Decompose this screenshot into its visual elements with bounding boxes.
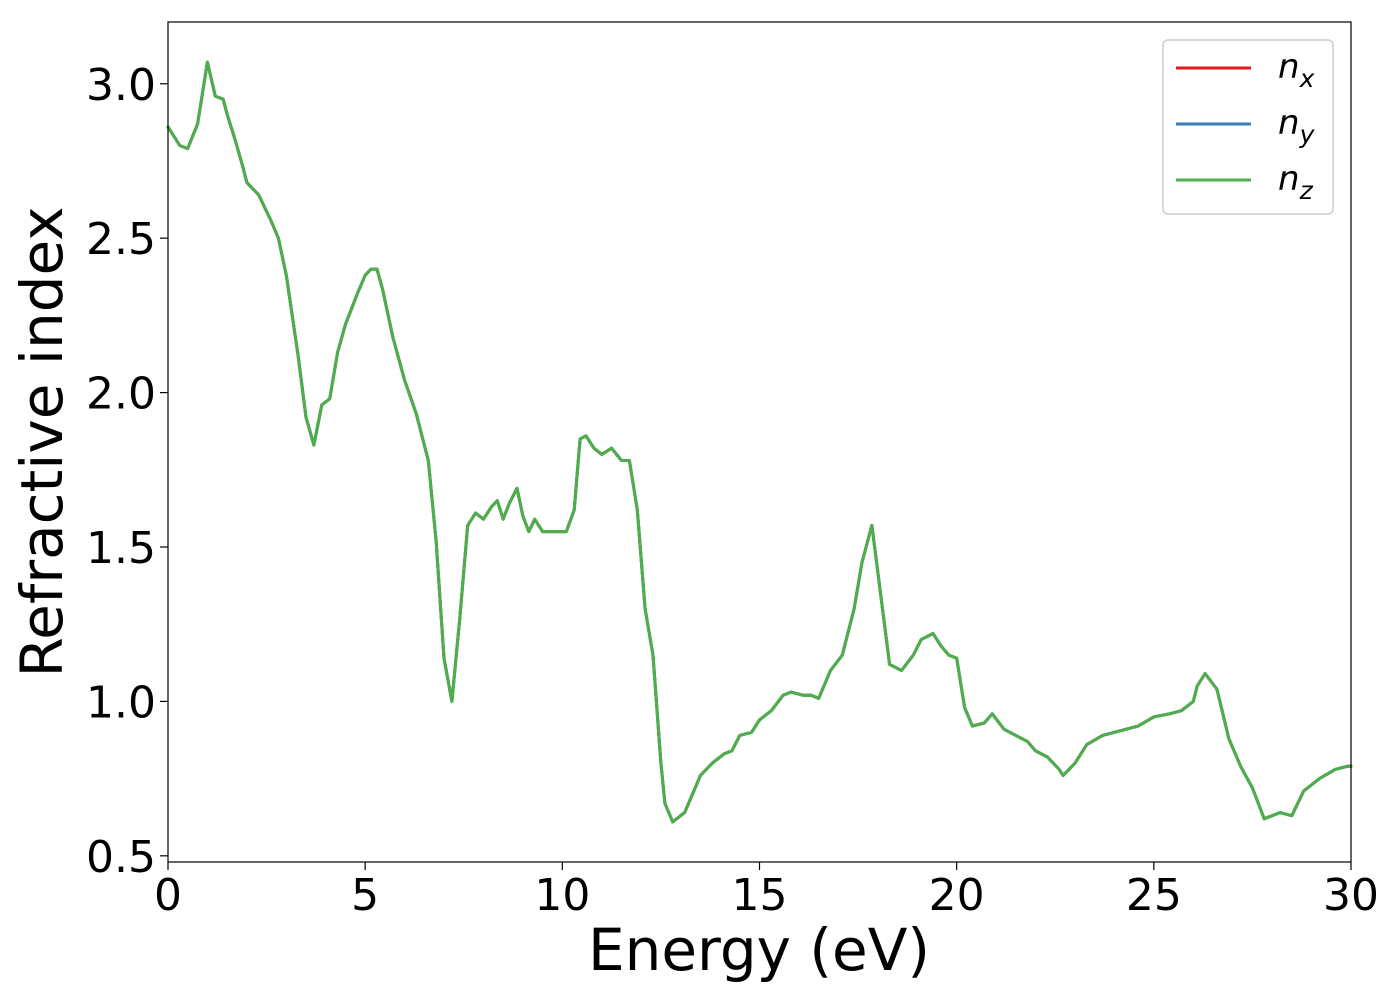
y-tick-label: 1.0	[86, 677, 156, 728]
y-axis-title: Refractive index	[8, 206, 76, 677]
x-tick-label: 10	[534, 870, 590, 921]
series-line-nz	[166, 60, 1353, 824]
x-tick-label: 20	[929, 870, 985, 921]
x-tick-label: 5	[351, 870, 379, 921]
y-tick-label: 2.5	[86, 214, 156, 265]
legend-label-ny: ny	[1278, 103, 1316, 149]
legend-label-nz: nz	[1278, 159, 1314, 205]
legend-box	[1162, 39, 1334, 215]
x-tick-label: 30	[1323, 870, 1379, 921]
y-tick-label: 3.0	[86, 60, 156, 111]
x-axis-title: Energy (eV)	[588, 916, 930, 984]
legend-label-nx: nx	[1278, 47, 1315, 93]
x-tick-label: 0	[154, 870, 182, 921]
y-tick-label: 1.5	[86, 523, 156, 574]
y-tick-label: 2.0	[86, 369, 156, 420]
x-tick-label: 15	[732, 870, 788, 921]
y-tick-label: 0.5	[86, 832, 156, 883]
y-axis: 0.5 1.0 1.5 2.0 2.5 3.0	[86, 60, 168, 883]
x-axis: 0 5 10 15 20 25 30	[154, 862, 1379, 921]
legend: nx ny nz	[1162, 39, 1334, 215]
series-layer	[166, 60, 1353, 824]
x-tick-label: 25	[1126, 870, 1182, 921]
